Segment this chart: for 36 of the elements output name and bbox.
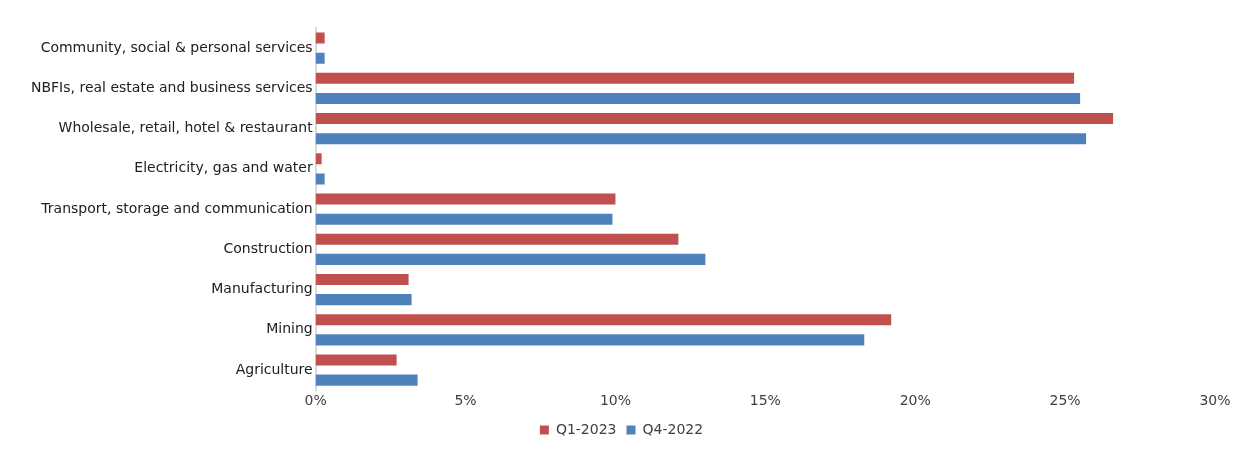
- y-tick-label: Wholesale, retail, hotel & restaurant: [58, 119, 314, 136]
- bar: [315, 173, 325, 185]
- bar: [315, 334, 865, 346]
- y-tick-label: Manufacturing: [211, 280, 313, 297]
- bar: [315, 133, 1087, 145]
- x-tick-label: 10%: [599, 392, 631, 409]
- x-tick-label: 25%: [1049, 392, 1081, 409]
- y-tick-label: Agriculture: [235, 360, 313, 377]
- y-tick-label: Transport, storage and communication: [40, 199, 313, 216]
- bar: [315, 92, 1081, 104]
- legend-label: Q1-2023: [555, 420, 617, 437]
- bar: [315, 314, 892, 326]
- y-tick-label: Electricity, gas and water: [134, 159, 313, 176]
- bar: [315, 113, 1114, 125]
- x-tick-label: 15%: [749, 392, 781, 409]
- x-tick-label: 5%: [454, 392, 477, 409]
- bar: [315, 253, 706, 265]
- bar: [315, 72, 1075, 84]
- bar: [315, 52, 325, 64]
- x-tick-label: 20%: [899, 392, 931, 409]
- y-tick-label: Mining: [266, 320, 313, 337]
- y-tick-label: NBFIs, real estate and business services: [30, 79, 313, 96]
- y-tick-label: Community, social & personal services: [40, 38, 313, 55]
- bar: [315, 233, 679, 245]
- bar: [315, 273, 409, 286]
- x-tick-label: 30%: [1199, 392, 1231, 409]
- bar: [315, 294, 412, 306]
- y-tick-label: Construction: [223, 239, 313, 256]
- bar: [315, 354, 397, 366]
- bar: [315, 32, 325, 44]
- bar: [315, 374, 418, 386]
- x-tick-label: 0%: [304, 392, 327, 409]
- bar: [315, 153, 322, 165]
- bar: [315, 193, 616, 205]
- bar: [315, 213, 613, 225]
- legend-label: Q4-2022: [642, 420, 704, 437]
